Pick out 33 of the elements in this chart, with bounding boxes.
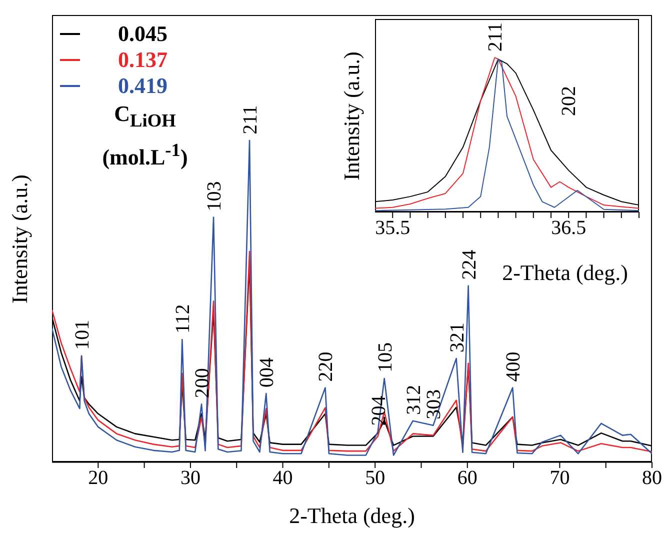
x-axis-title: 2-Theta (deg.) (502, 260, 628, 285)
x-tick-label: 30 (180, 467, 200, 490)
x-tick-label: 36.5 (551, 217, 586, 240)
x-tick-label: 20 (88, 467, 108, 490)
annotation: 400 (502, 352, 525, 382)
annotation: 303 (423, 389, 446, 420)
annotation: 112 (172, 304, 194, 334)
annotation: 321 (446, 322, 468, 352)
legend-label: 0.419 (118, 73, 168, 99)
annotation: 202 (558, 86, 580, 116)
x-tick-label: 50 (365, 467, 386, 490)
annotation: 211 (240, 105, 262, 134)
x-tick-label: 80 (642, 467, 662, 490)
x-tick-label: 35.5 (375, 217, 410, 240)
annotation: 224 (458, 250, 480, 280)
x-tick-label: 60 (457, 467, 478, 490)
x-tick-label: 40 (272, 467, 293, 490)
annotation: 103 (204, 181, 226, 212)
y-axis-title: Intensity (a.u.) (339, 51, 365, 180)
legend-title: C$_{LiOH}$ (mol.L$^{-1}$) (101, 100, 189, 172)
legend-label: 0.137 (118, 47, 168, 73)
x-axis-title: 2-Theta (deg.) (289, 503, 415, 528)
annotation: 101 (72, 320, 94, 350)
annotation: 004 (256, 358, 278, 388)
legend-label: 0.045 (118, 21, 168, 47)
x-tick-label: 70 (550, 467, 570, 490)
annotation: 312 (402, 384, 425, 415)
annotation: 220 (315, 352, 338, 382)
annotation: 105 (374, 342, 396, 372)
annotation: 211 (484, 22, 507, 52)
annotation: 204 (368, 396, 390, 426)
annotation: 200 (192, 368, 214, 398)
y-axis-title: Intensity (a.u.) (7, 174, 33, 303)
